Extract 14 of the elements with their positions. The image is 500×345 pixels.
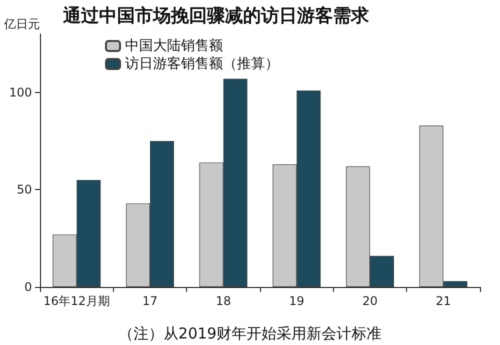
x-tick-label: 18: [216, 294, 231, 308]
y-tick-label: 50: [16, 182, 32, 197]
legend-label: 访日游客销售额（推算）: [125, 56, 279, 72]
x-tick-label: 20: [362, 294, 378, 308]
y-axis-title: 亿日元: [3, 17, 40, 31]
legend-label: 中国大陆销售额: [125, 38, 223, 54]
y-tick-label: 0: [24, 280, 32, 294]
x-tick-label: 17: [142, 294, 158, 308]
chart-title: 通过中国市场挽回骤减的访日游客需求: [62, 6, 370, 26]
x-tick-label: 19: [289, 294, 304, 308]
x-tick-label: 21: [436, 294, 451, 308]
x-tick-label: 16年12月期: [43, 294, 110, 308]
text: （注）从2019财年开始采用新会计标准: [118, 324, 382, 342]
y-tick-label: 100: [9, 85, 32, 100]
